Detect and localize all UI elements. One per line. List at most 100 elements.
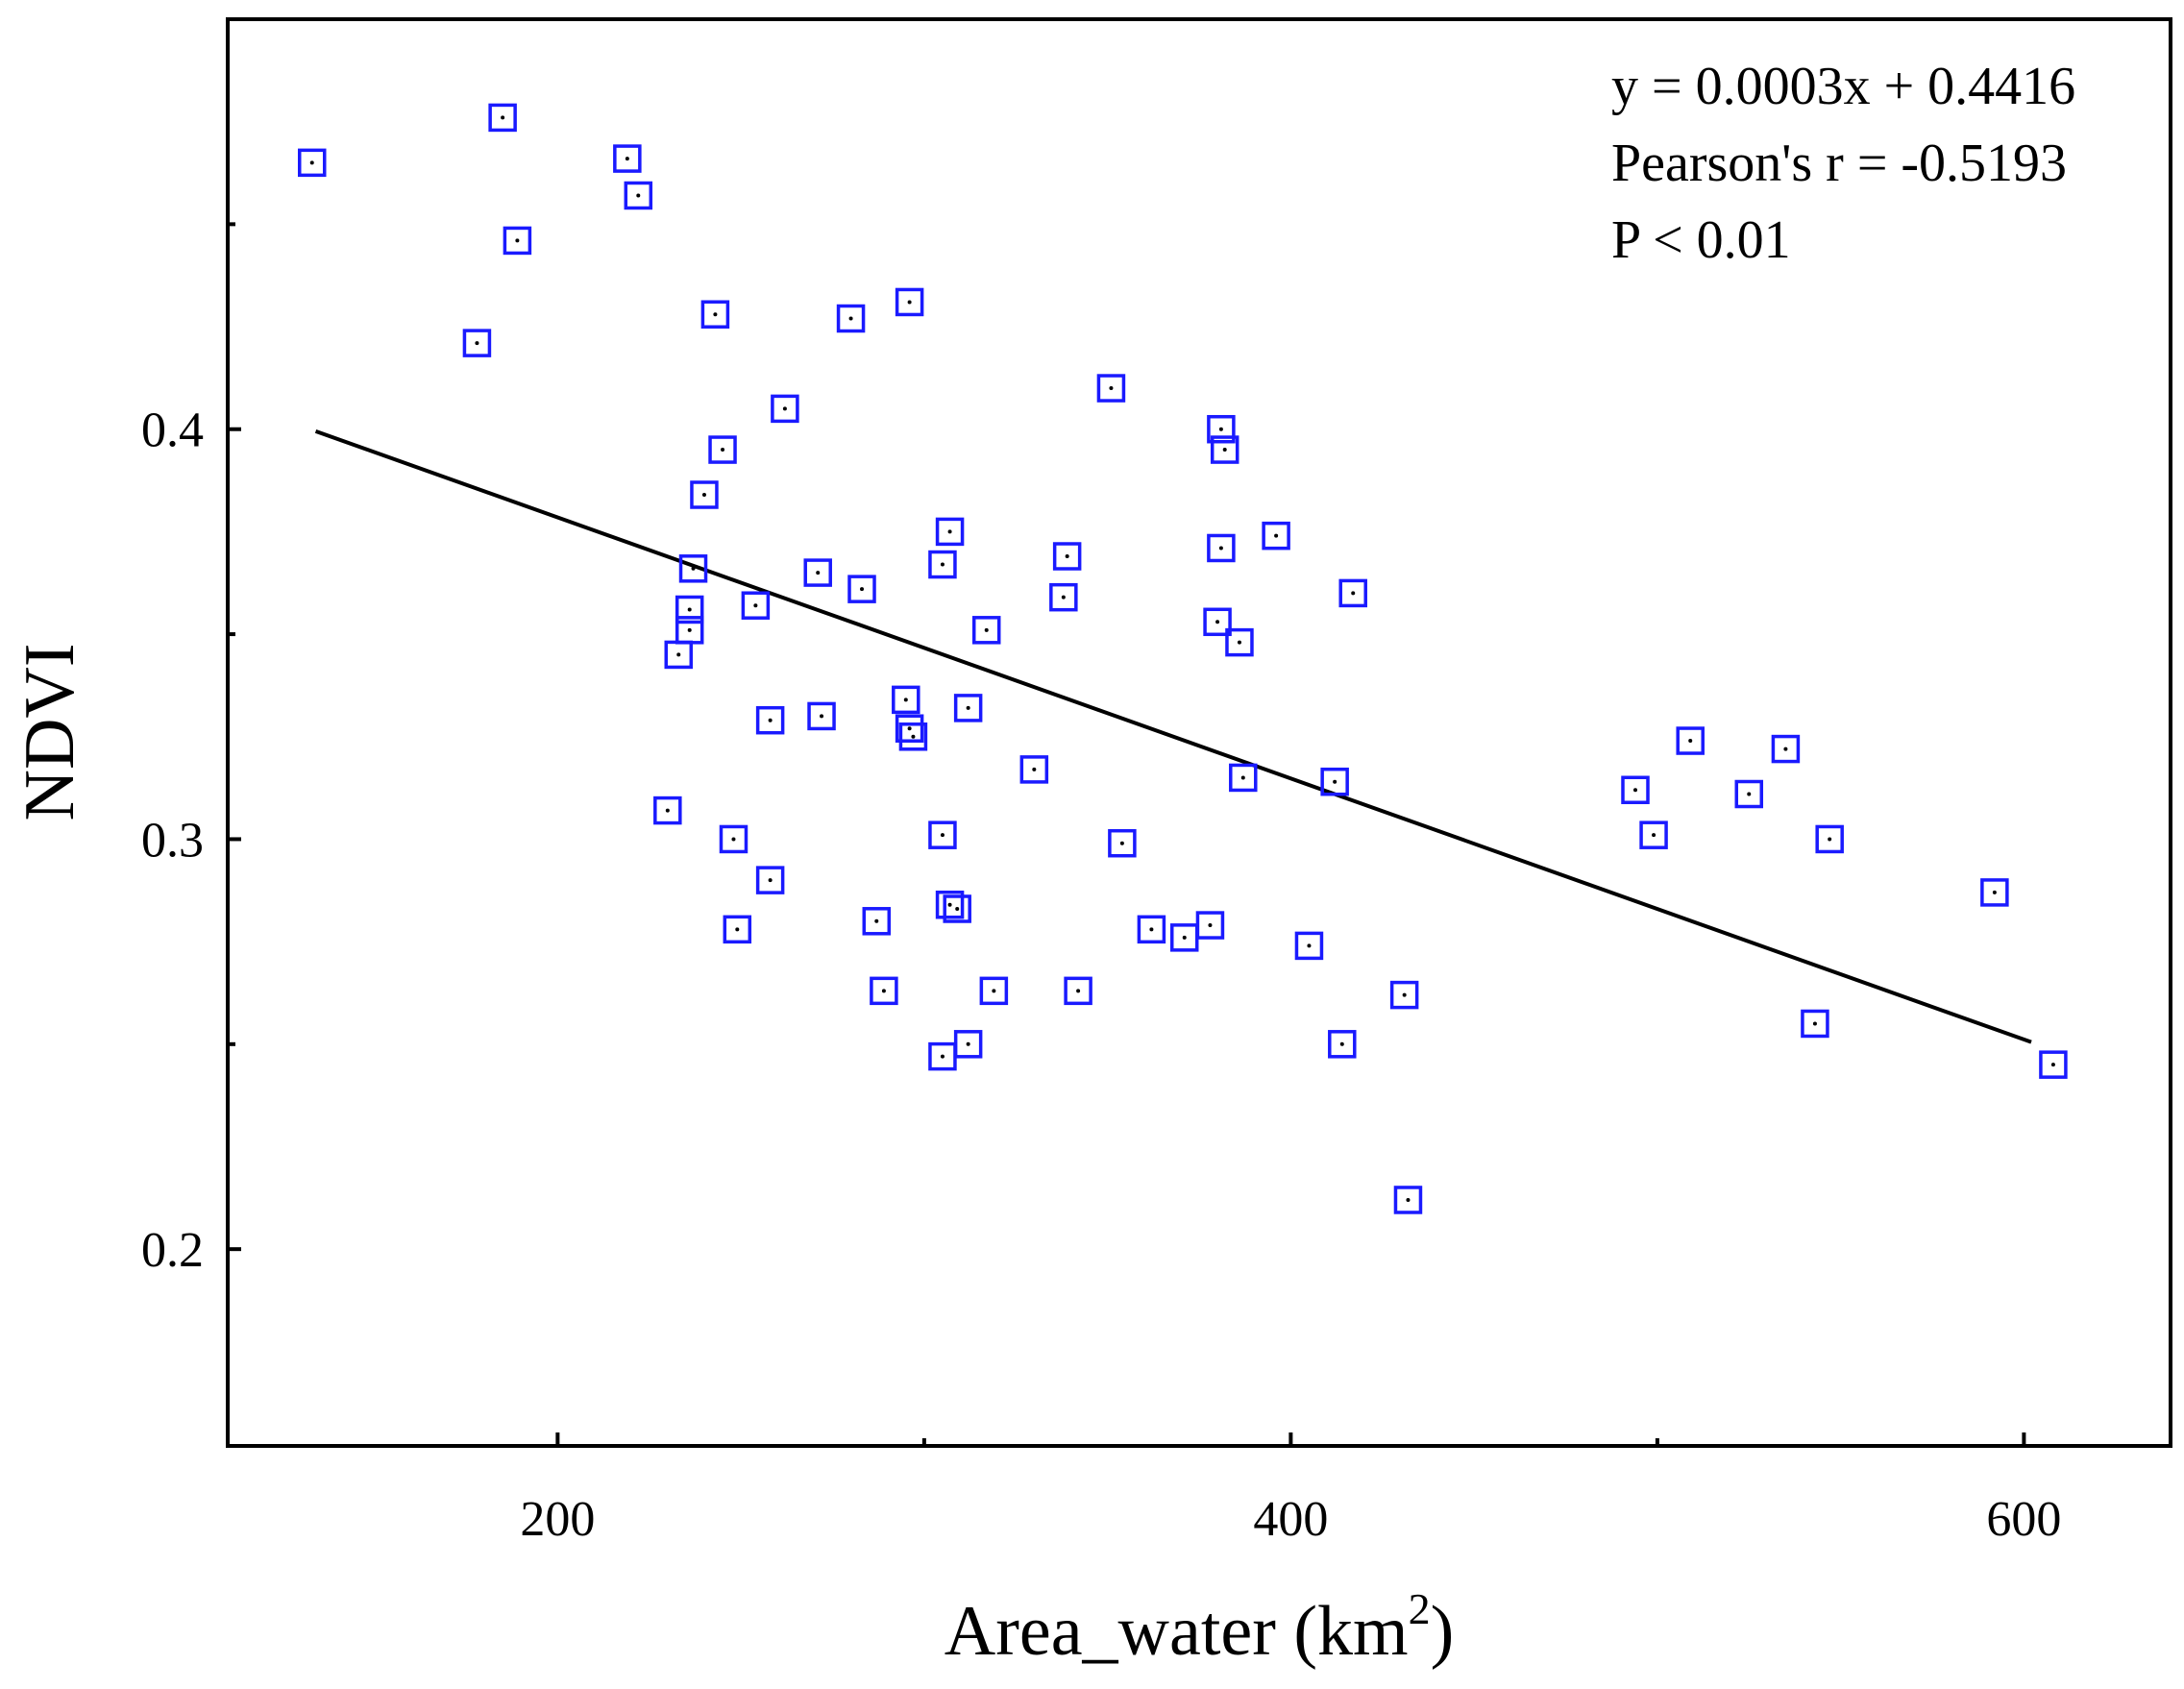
data-point-marker: [1980, 878, 2009, 907]
data-point-center: [947, 529, 952, 534]
data-point: [700, 300, 730, 329]
data-point: [708, 435, 737, 464]
data-point-marker: [1338, 578, 1367, 608]
x-tick-label: 200: [520, 1492, 595, 1547]
data-point: [675, 595, 704, 624]
data-point: [1801, 1009, 1829, 1039]
data-point-center: [1061, 595, 1066, 600]
data-point-marker: [690, 480, 719, 509]
data-point: [1064, 976, 1092, 1006]
data-point-center: [1812, 1021, 1817, 1026]
data-point-marker: [1203, 607, 1232, 637]
data-point-center: [1406, 1197, 1411, 1202]
data-point-marker: [895, 714, 924, 743]
data-point-marker: [462, 329, 492, 357]
data-point-center: [1182, 935, 1187, 940]
data-point: [741, 591, 771, 620]
data-point-center: [691, 566, 696, 571]
fit-line-layer: [314, 428, 2032, 1044]
data-point-marker: [2039, 1050, 2068, 1079]
data-point: [807, 701, 836, 731]
data-point: [1195, 911, 1225, 940]
data-point-marker: [979, 976, 1009, 1006]
data-point: [1207, 414, 1236, 444]
data-point-center: [816, 571, 821, 575]
data-point: [613, 144, 642, 173]
data-point-marker: [971, 616, 1001, 645]
data-point: [1210, 435, 1239, 464]
data-point: [1019, 755, 1049, 784]
data-point-center: [947, 902, 952, 907]
x-axis-label-main: Area_water (km: [945, 1592, 1409, 1671]
data-point-center: [768, 878, 773, 883]
data-point: [803, 558, 832, 587]
data-point: [870, 976, 898, 1006]
data-point: [928, 820, 957, 849]
data-point: [847, 575, 876, 603]
data-point-marker: [1734, 779, 1764, 809]
data-point: [1338, 578, 1367, 608]
data-point-marker: [1108, 828, 1137, 858]
data-point-center: [907, 300, 912, 305]
data-point-marker: [892, 685, 920, 715]
data-point-center: [940, 1054, 945, 1059]
data-point-marker: [1262, 521, 1290, 551]
data-point-marker: [1096, 374, 1126, 403]
data-point-marker: [1621, 775, 1650, 804]
data-point-center: [860, 587, 865, 592]
data-point-marker: [1294, 931, 1324, 961]
data-point-center: [907, 726, 912, 731]
data-point: [1393, 1186, 1423, 1214]
data-points-layer: [297, 103, 2068, 1214]
data-point-marker: [803, 558, 832, 587]
data-point-marker: [1207, 414, 1236, 444]
data-point: [1676, 726, 1705, 755]
data-point: [755, 705, 785, 735]
data-point: [895, 287, 924, 317]
data-point-center: [1992, 890, 1997, 894]
regression-equation: y = 0.0003x + 0.4416: [1611, 57, 2075, 116]
pearson-r-annotation: Pearson's r = -0.5193: [1611, 134, 2067, 193]
data-point-marker: [928, 820, 957, 849]
data-point-marker: [898, 722, 928, 751]
data-point-center: [1149, 927, 1154, 932]
data-point-marker: [488, 103, 517, 133]
data-point-center: [713, 312, 718, 317]
data-point-center: [1076, 989, 1081, 993]
data-point: [892, 685, 920, 715]
data-point-marker: [1052, 542, 1082, 571]
data-point-center: [911, 734, 916, 739]
data-point: [1108, 828, 1137, 858]
data-point: [664, 640, 694, 670]
data-point-center: [820, 714, 824, 719]
data-point-marker: [1771, 734, 1801, 764]
data-point: [1980, 878, 2009, 907]
data-point-marker: [1210, 435, 1239, 464]
data-point-center: [903, 698, 908, 702]
data-point-center: [687, 627, 692, 632]
data-point-marker: [613, 144, 642, 173]
data-point-marker: [675, 595, 704, 624]
data-point-marker: [741, 591, 771, 620]
data-point-center: [731, 837, 736, 842]
data-point-center: [848, 316, 853, 321]
data-point: [1203, 607, 1232, 637]
data-point: [971, 616, 1001, 645]
data-point-center: [625, 157, 629, 161]
data-point-marker: [1676, 726, 1705, 755]
data-point-marker: [935, 517, 965, 547]
data-point: [488, 103, 517, 133]
data-point-center: [955, 906, 960, 911]
data-point: [1137, 915, 1166, 944]
data-point-center: [1783, 747, 1788, 751]
data-point-center: [665, 808, 670, 813]
data-point-marker: [719, 824, 748, 854]
y-tick-label: 0.3: [141, 813, 204, 868]
data-point-center: [1208, 923, 1213, 928]
data-point: [297, 148, 327, 178]
data-point: [2039, 1050, 2068, 1079]
data-point-marker: [708, 435, 737, 464]
data-point: [771, 394, 799, 424]
data-point-center: [940, 833, 945, 838]
